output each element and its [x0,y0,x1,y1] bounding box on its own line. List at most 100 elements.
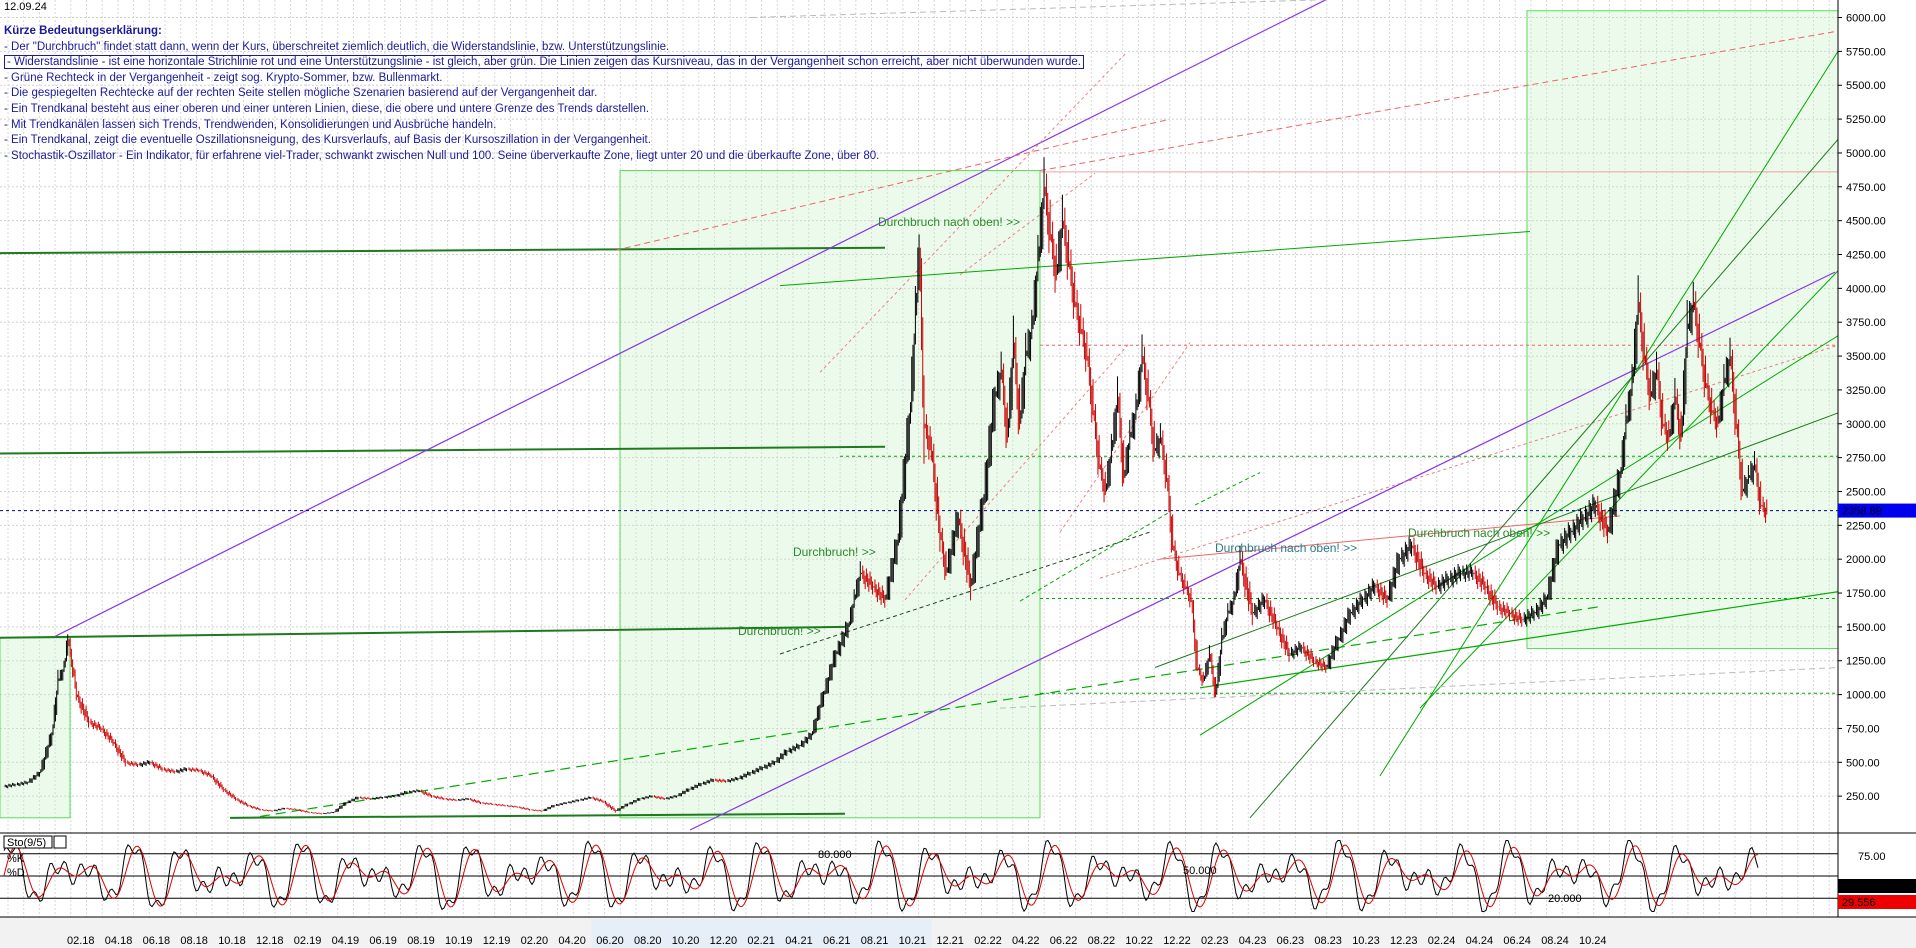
bull-market-rectangles [0,10,1839,819]
support-trend [1199,591,1839,689]
resistance-line [614,118,1171,251]
x-tick-label: 02.18 [67,935,95,947]
bull-rectangle [619,170,1041,819]
stoch-label-box [3,835,53,849]
x-tick-label: 02.22 [974,935,1002,947]
breakout-annotations: Durchbruch nach oben! >> Durchbruch! >> Du… [738,215,1550,638]
resistance-line [959,172,1096,276]
y-tick-label: 3250.00 [1846,385,1886,397]
x-tick-label: 06.23 [1277,935,1305,947]
x-tick-label: 10.23 [1352,935,1380,947]
resistance-line [1039,30,1839,172]
x-tick-label: 10.18 [218,935,246,947]
x-tick-label: 06.19 [369,935,397,947]
current-price-label: 2358.89 [1842,506,1882,518]
stoch-d-value: 29.556 [1842,897,1876,909]
stoch-label: Sto(9/5) [7,837,46,849]
resistance-line [904,342,1131,601]
x-tick-label: 04.23 [1239,935,1267,947]
y-tick-label: 2750.00 [1846,453,1886,465]
stoch-expand-button [53,835,67,849]
trend-line [1249,139,1839,819]
y-tick-label: 4250.00 [1846,250,1886,262]
y-tick-label: 4500.00 [1846,216,1886,228]
x-tick-label: 10.21 [899,935,927,947]
x-tick-label: 12.23 [1390,935,1418,947]
bull-rectangle [0,637,71,819]
x-tick-label: 04.21 [785,935,813,947]
y-tick-label: 3750.00 [1846,317,1886,329]
breakout-annotation: Durchbruch! >> [738,624,821,638]
x-tick-label: 10.24 [1579,935,1607,947]
y-tick-label: 6000.00 [1846,13,1886,25]
grey-line [749,0,1330,19]
x-axis: 02.18 04.18 06.18 08.18 10.18 12.18 02.19 04.19… [0,916,1916,948]
x-tick-label: 08.18 [180,935,208,947]
resistance-line [819,53,1126,373]
x-tick-label: 12.21 [936,935,964,947]
x-tick-label: 06.18 [143,935,171,947]
x-tick-label: 04.20 [558,935,586,947]
stoch-k-line [3,839,1759,913]
legend-item-boxed: - Widerstandslinie - ist eine horizontal… [4,55,1084,70]
y-tick-label: 750.00 [1846,723,1880,735]
stoch-k-label: %K [7,853,25,865]
x-tick-label: 10.22 [1125,935,1153,947]
x-tick-label: 08.24 [1541,935,1569,947]
legend-item: - Die gespiegelten Rechtecke auf der rec… [4,87,598,100]
support-line-thick [0,625,846,639]
stoch-d-label: %D [7,867,25,879]
x-axis-band [0,917,1916,948]
x-tick-label: 02.23 [1201,935,1229,947]
x-tick-label: 12.19 [483,935,511,947]
y-tick-label: 500.00 [1846,757,1880,769]
trend-lines [0,0,1839,831]
legend-item: - Grüne Rechteck in der Vergangenheit - … [4,71,443,84]
y-tick-label: 5750.00 [1846,46,1886,58]
legend-item: - Ein Trendkanal, zeigt die eventuelle O… [4,134,651,147]
breakout-annotation: Durchbruch nach oben! >> [878,215,1020,229]
x-tick-label: 06.24 [1503,935,1531,947]
y-tick-label: 1750.00 [1846,588,1886,600]
y-tick-label: 1250.00 [1846,656,1886,668]
stoch-level-80: 80.000 [818,849,852,861]
y-axis: 6000.00 5750.00 5500.00 5250.00 5000.00 4750.… [1837,0,1916,917]
chart-date: 12.09.24 [4,1,47,13]
current-price-tag [1838,503,1916,518]
stochastic-panel: Sto(9/5) %K %D 80.000 50.000 20.000 40.067 29.5… [0,832,1916,913]
support-line-thick [0,246,886,255]
support-line-thick [0,445,886,455]
y-tick-label: 2500.00 [1846,486,1886,498]
resistance-line [1059,342,1191,533]
x-tick-label: 08.20 [634,935,662,947]
x-tick-label: 06.22 [1050,935,1078,947]
x-tick-label: 04.22 [1012,935,1040,947]
x-tick-band [704,919,743,948]
resistance-level [1099,344,1839,579]
y-tick-label: 4000.00 [1846,283,1886,295]
x-tick-label: 04.24 [1466,935,1494,947]
y-tick-label: 5250.00 [1846,114,1886,126]
stoch-d-line [3,844,1759,908]
x-tick-label: 02.20 [521,935,549,947]
trend-line [1154,412,1839,668]
x-tick-label: 02.19 [294,935,322,947]
x-tick-band [780,919,818,948]
stoch-level-20: 20.000 [1548,893,1582,905]
y-tick-label: 3500.00 [1846,351,1886,363]
y-tick-label: 1000.00 [1846,690,1886,702]
legend-item: - Ein Trendkanal besteht aus einer obere… [4,102,650,115]
legend-item: - Mit Trendkanälen lassen sich Trends, T… [4,118,497,131]
x-tick-label: 12.20 [710,935,738,947]
x-tick-label: 08.21 [861,935,889,947]
stoch-y-tick: 75.00 [1858,851,1886,863]
y-tick-label: 250.00 [1846,791,1880,803]
channel-line [689,271,1836,831]
stoch-d-tag [1838,895,1916,909]
x-tick-band [818,919,856,948]
trend-line-dashed [1019,511,1171,602]
x-tick-label: 10.20 [672,935,700,947]
price-candles [3,157,1768,815]
x-tick-label: 08.23 [1314,935,1342,947]
x-tick-label: 04.19 [332,935,360,947]
